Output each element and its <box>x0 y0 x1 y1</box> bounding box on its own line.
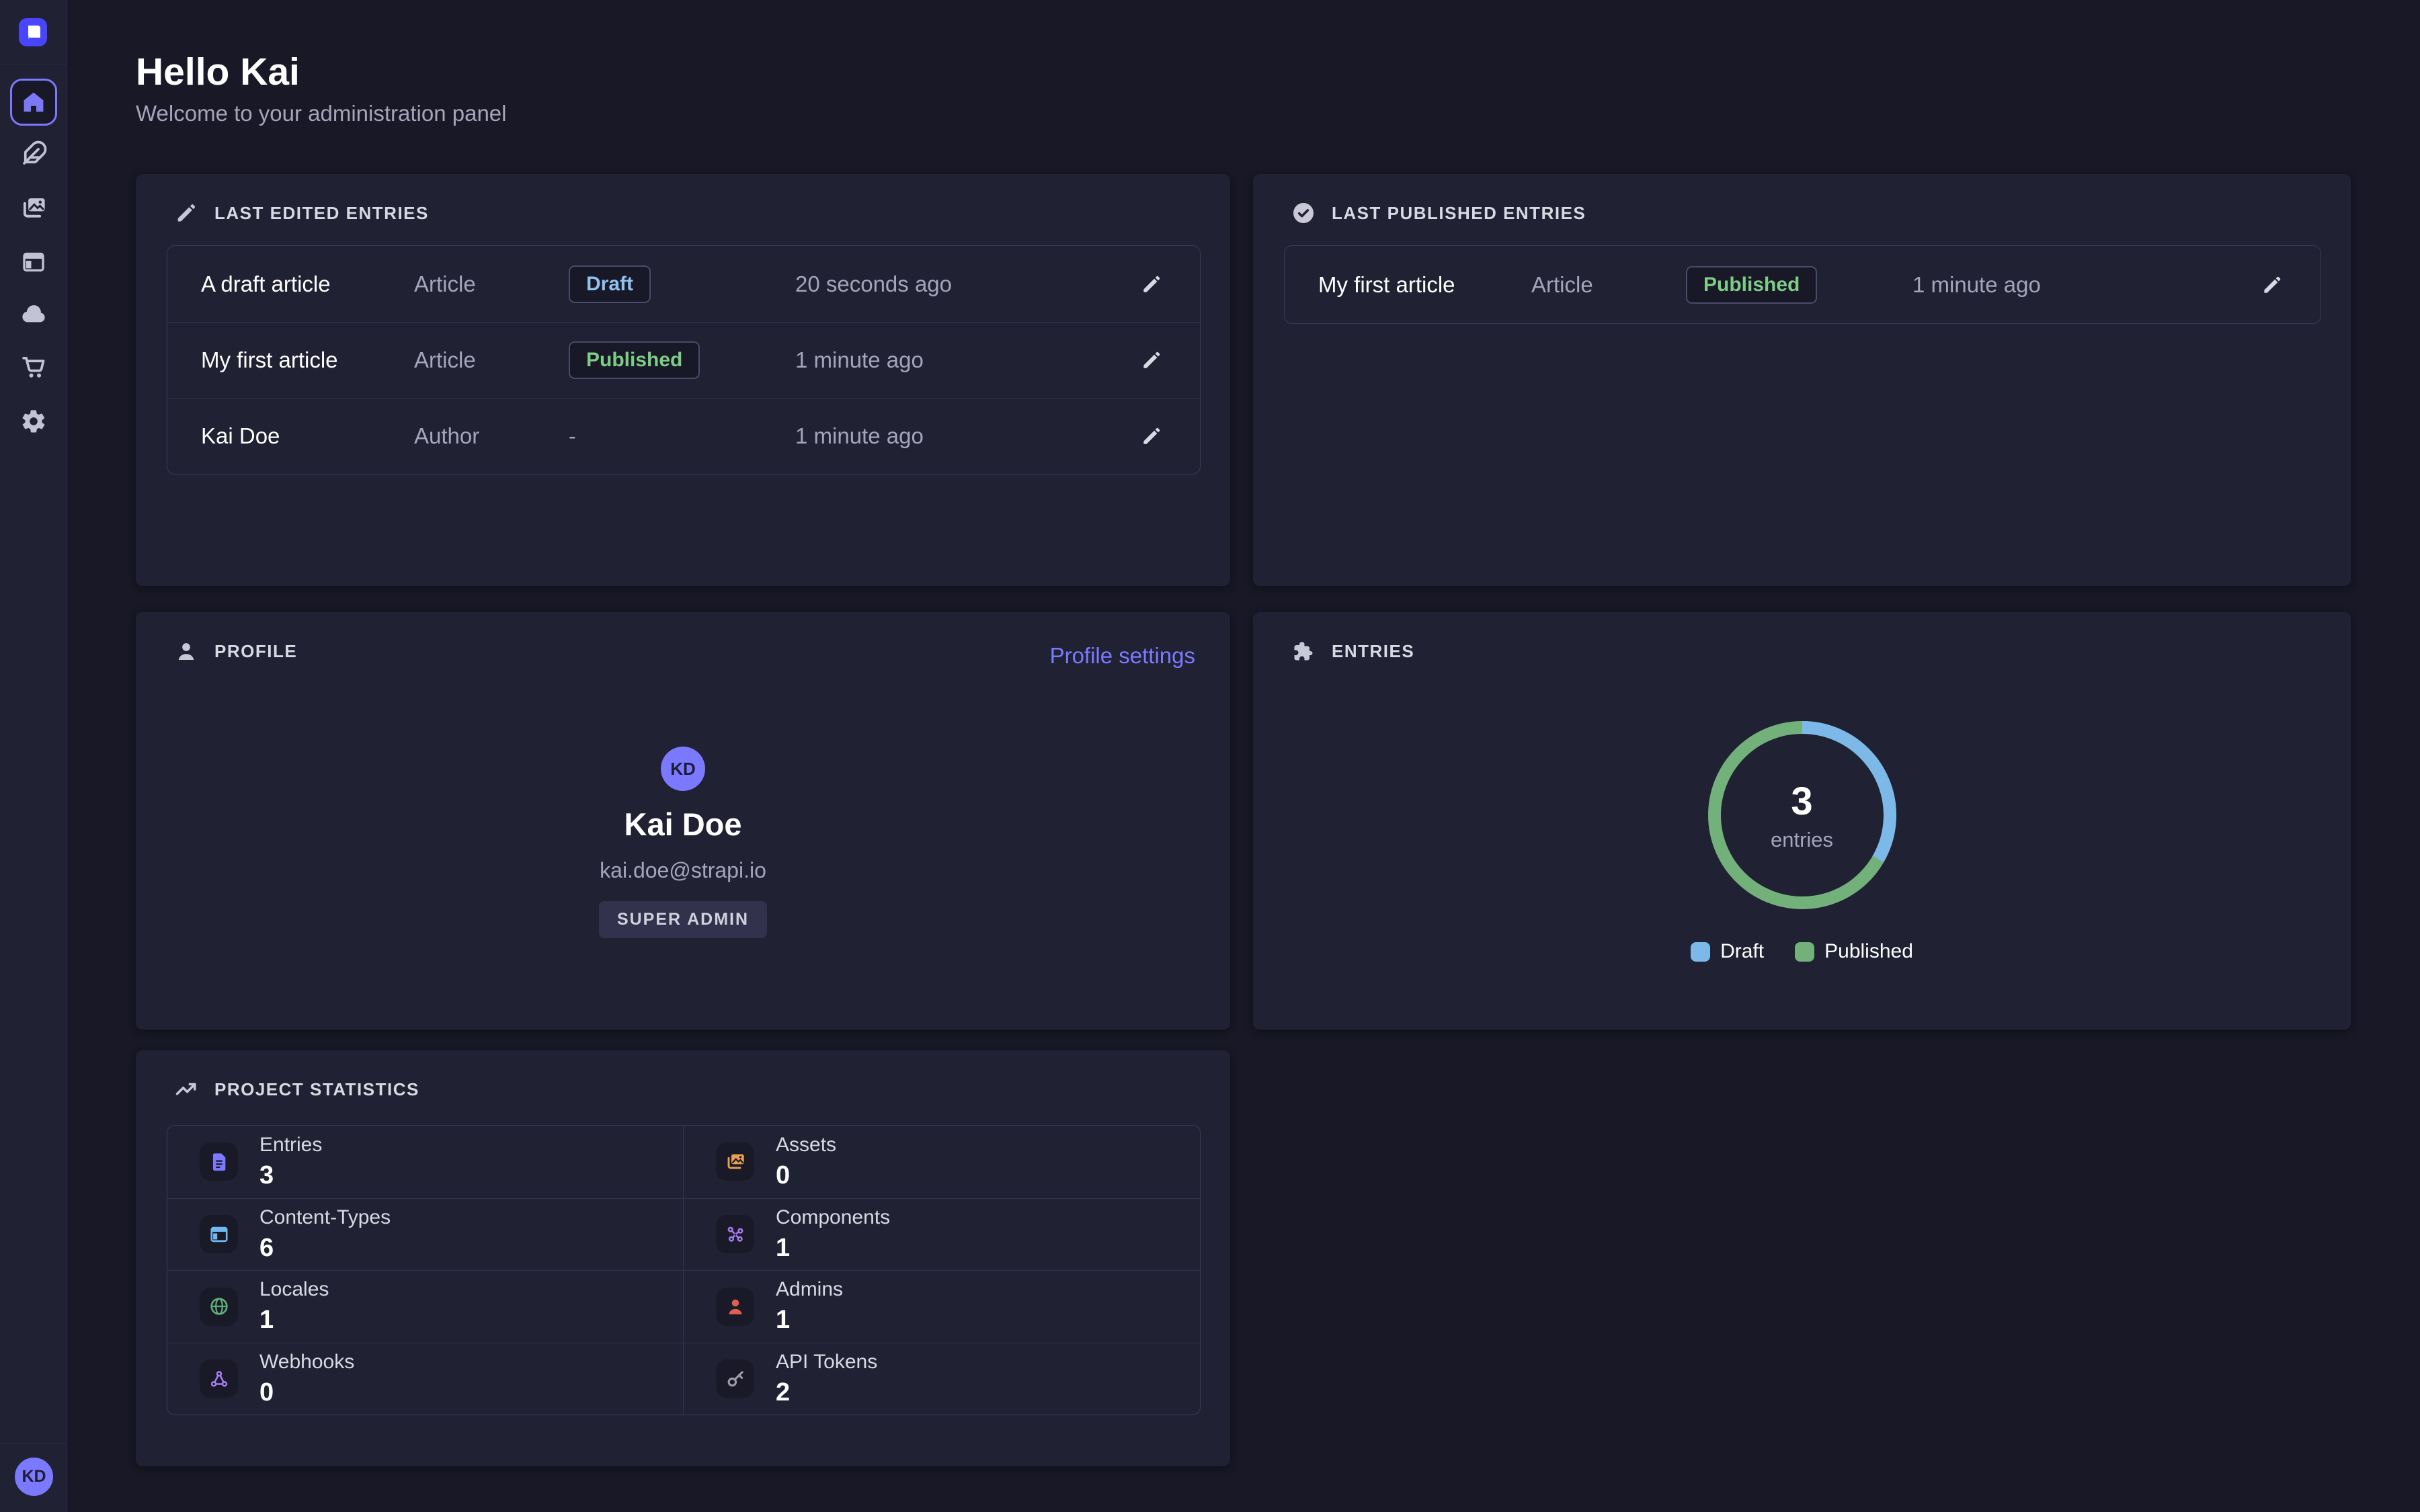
entry-title: A draft article <box>201 271 414 297</box>
sidebar-item-content-manager[interactable] <box>15 135 52 173</box>
table-row: Kai Doe Author - 1 minute ago <box>167 398 1200 474</box>
panel-title: ENTRIES <box>1332 641 1414 662</box>
layout-icon <box>20 249 47 276</box>
sidebar-item-settings[interactable] <box>15 403 52 440</box>
strapi-logo-icon[interactable] <box>19 18 47 46</box>
entry-time: 1 minute ago <box>795 423 1137 449</box>
panel-last-published-entries: LAST PUBLISHED ENTRIES My first article … <box>1253 174 2351 586</box>
panel-title: LAST PUBLISHED ENTRIES <box>1332 203 1586 224</box>
table-row: My first article Article Published 1 min… <box>167 322 1200 398</box>
home-icon <box>21 89 46 115</box>
main-content: Hello Kai Welcome to your administration… <box>67 0 2420 1512</box>
edit-entry-button[interactable] <box>1137 269 1166 299</box>
legend-swatch-published <box>1795 942 1814 962</box>
status-badge: Published <box>1686 266 1817 304</box>
entry-type: Article <box>414 347 569 373</box>
legend-item-draft: Draft <box>1691 940 1764 963</box>
table-row: A draft article Article Draft 20 seconds… <box>167 246 1200 322</box>
sidebar-item-deploy[interactable] <box>15 296 52 333</box>
key-icon <box>716 1359 754 1398</box>
puzzle-icon <box>1291 639 1316 663</box>
entry-time: 1 minute ago <box>795 347 1137 373</box>
cloud-icon <box>19 300 48 329</box>
profile-avatar: KD <box>661 747 705 791</box>
entries-donut-chart: 3 entries <box>1701 714 1903 916</box>
last-edited-table: A draft article Article Draft 20 seconds… <box>167 245 1201 474</box>
profile-email: kai.doe@strapi.io <box>136 858 1230 883</box>
sidebar-item-content-type-builder[interactable] <box>15 243 52 281</box>
entry-title: My first article <box>201 347 414 373</box>
document-icon <box>200 1142 238 1181</box>
sidebar: KD <box>0 0 67 1512</box>
status-badge: Published <box>569 341 700 379</box>
stat-admins: Admins1 <box>684 1270 1200 1343</box>
last-published-table: My first article Article Published 1 min… <box>1284 245 2321 324</box>
entries-total: 3 <box>1791 779 1812 824</box>
stat-locales: Locales1 <box>167 1270 684 1343</box>
page-title: Hello Kai <box>136 50 300 94</box>
status-badge: Draft <box>569 265 651 303</box>
chart-legend: Draft Published <box>1253 940 2351 963</box>
image-icon <box>716 1142 754 1181</box>
cart-icon <box>19 353 48 381</box>
panel-title: LAST EDITED ENTRIES <box>214 203 429 224</box>
entry-title: Kai Doe <box>201 423 414 449</box>
panel-last-edited-entries: LAST EDITED ENTRIES A draft article Arti… <box>136 174 1230 586</box>
entry-title: My first article <box>1318 272 1531 298</box>
stat-entries: Entries3 <box>167 1126 684 1198</box>
globe-icon <box>200 1288 238 1326</box>
status-empty: - <box>569 424 795 449</box>
entry-type: Article <box>414 271 569 297</box>
edit-entry-button[interactable] <box>1137 345 1166 375</box>
edit-entry-button[interactable] <box>2257 270 2287 300</box>
person-icon <box>174 639 198 663</box>
trending-up-icon <box>174 1077 198 1101</box>
gear-icon <box>20 408 47 435</box>
panel-title: PROJECT STATISTICS <box>214 1079 419 1100</box>
panel-title: PROFILE <box>214 641 297 662</box>
stat-content-types: Content-Types6 <box>167 1198 684 1271</box>
profile-role-badge: SUPER ADMIN <box>599 901 767 938</box>
table-row: My first article Article Published 1 min… <box>1285 246 2321 323</box>
profile-name: Kai Doe <box>136 806 1230 843</box>
entries-total-label: entries <box>1771 828 1833 852</box>
user-avatar[interactable]: KD <box>15 1458 53 1496</box>
legend-swatch-draft <box>1691 942 1710 962</box>
stat-api-tokens: API Tokens2 <box>684 1343 1200 1415</box>
stat-components: Components1 <box>684 1198 1200 1271</box>
page-subtitle: Welcome to your administration panel <box>136 101 507 126</box>
pencil-icon <box>174 201 198 225</box>
sidebar-item-home[interactable] <box>10 79 57 126</box>
edit-entry-button[interactable] <box>1137 421 1166 451</box>
stat-webhooks: Webhooks0 <box>167 1343 684 1415</box>
layout-icon <box>200 1215 238 1253</box>
profile-settings-link[interactable]: Profile settings <box>1050 643 1195 669</box>
sidebar-item-marketplace[interactable] <box>15 348 52 386</box>
entry-time: 1 minute ago <box>1912 272 2257 298</box>
panel-project-statistics: PROJECT STATISTICS Entries3 Assets0 Cont <box>136 1050 1230 1466</box>
images-icon <box>19 194 48 222</box>
entry-time: 20 seconds ago <box>795 271 1137 297</box>
panel-entries: ENTRIES 3 entries Draft Published <box>1253 612 2351 1030</box>
nodes-icon <box>716 1215 754 1253</box>
entry-type: Article <box>1531 272 1686 298</box>
stat-assets: Assets0 <box>684 1126 1200 1198</box>
webhook-icon <box>200 1359 238 1398</box>
stats-grid: Entries3 Assets0 Content-Types6 Componen… <box>167 1125 1201 1415</box>
check-circle-icon <box>1291 201 1316 225</box>
person-icon <box>716 1288 754 1326</box>
sidebar-divider-bottom <box>0 1443 67 1444</box>
legend-item-published: Published <box>1795 940 1913 963</box>
panel-profile: PROFILE Profile settings KD Kai Doe kai.… <box>136 612 1230 1030</box>
entry-type: Author <box>414 423 569 449</box>
sidebar-item-media-library[interactable] <box>15 190 52 227</box>
feather-icon <box>19 140 48 168</box>
